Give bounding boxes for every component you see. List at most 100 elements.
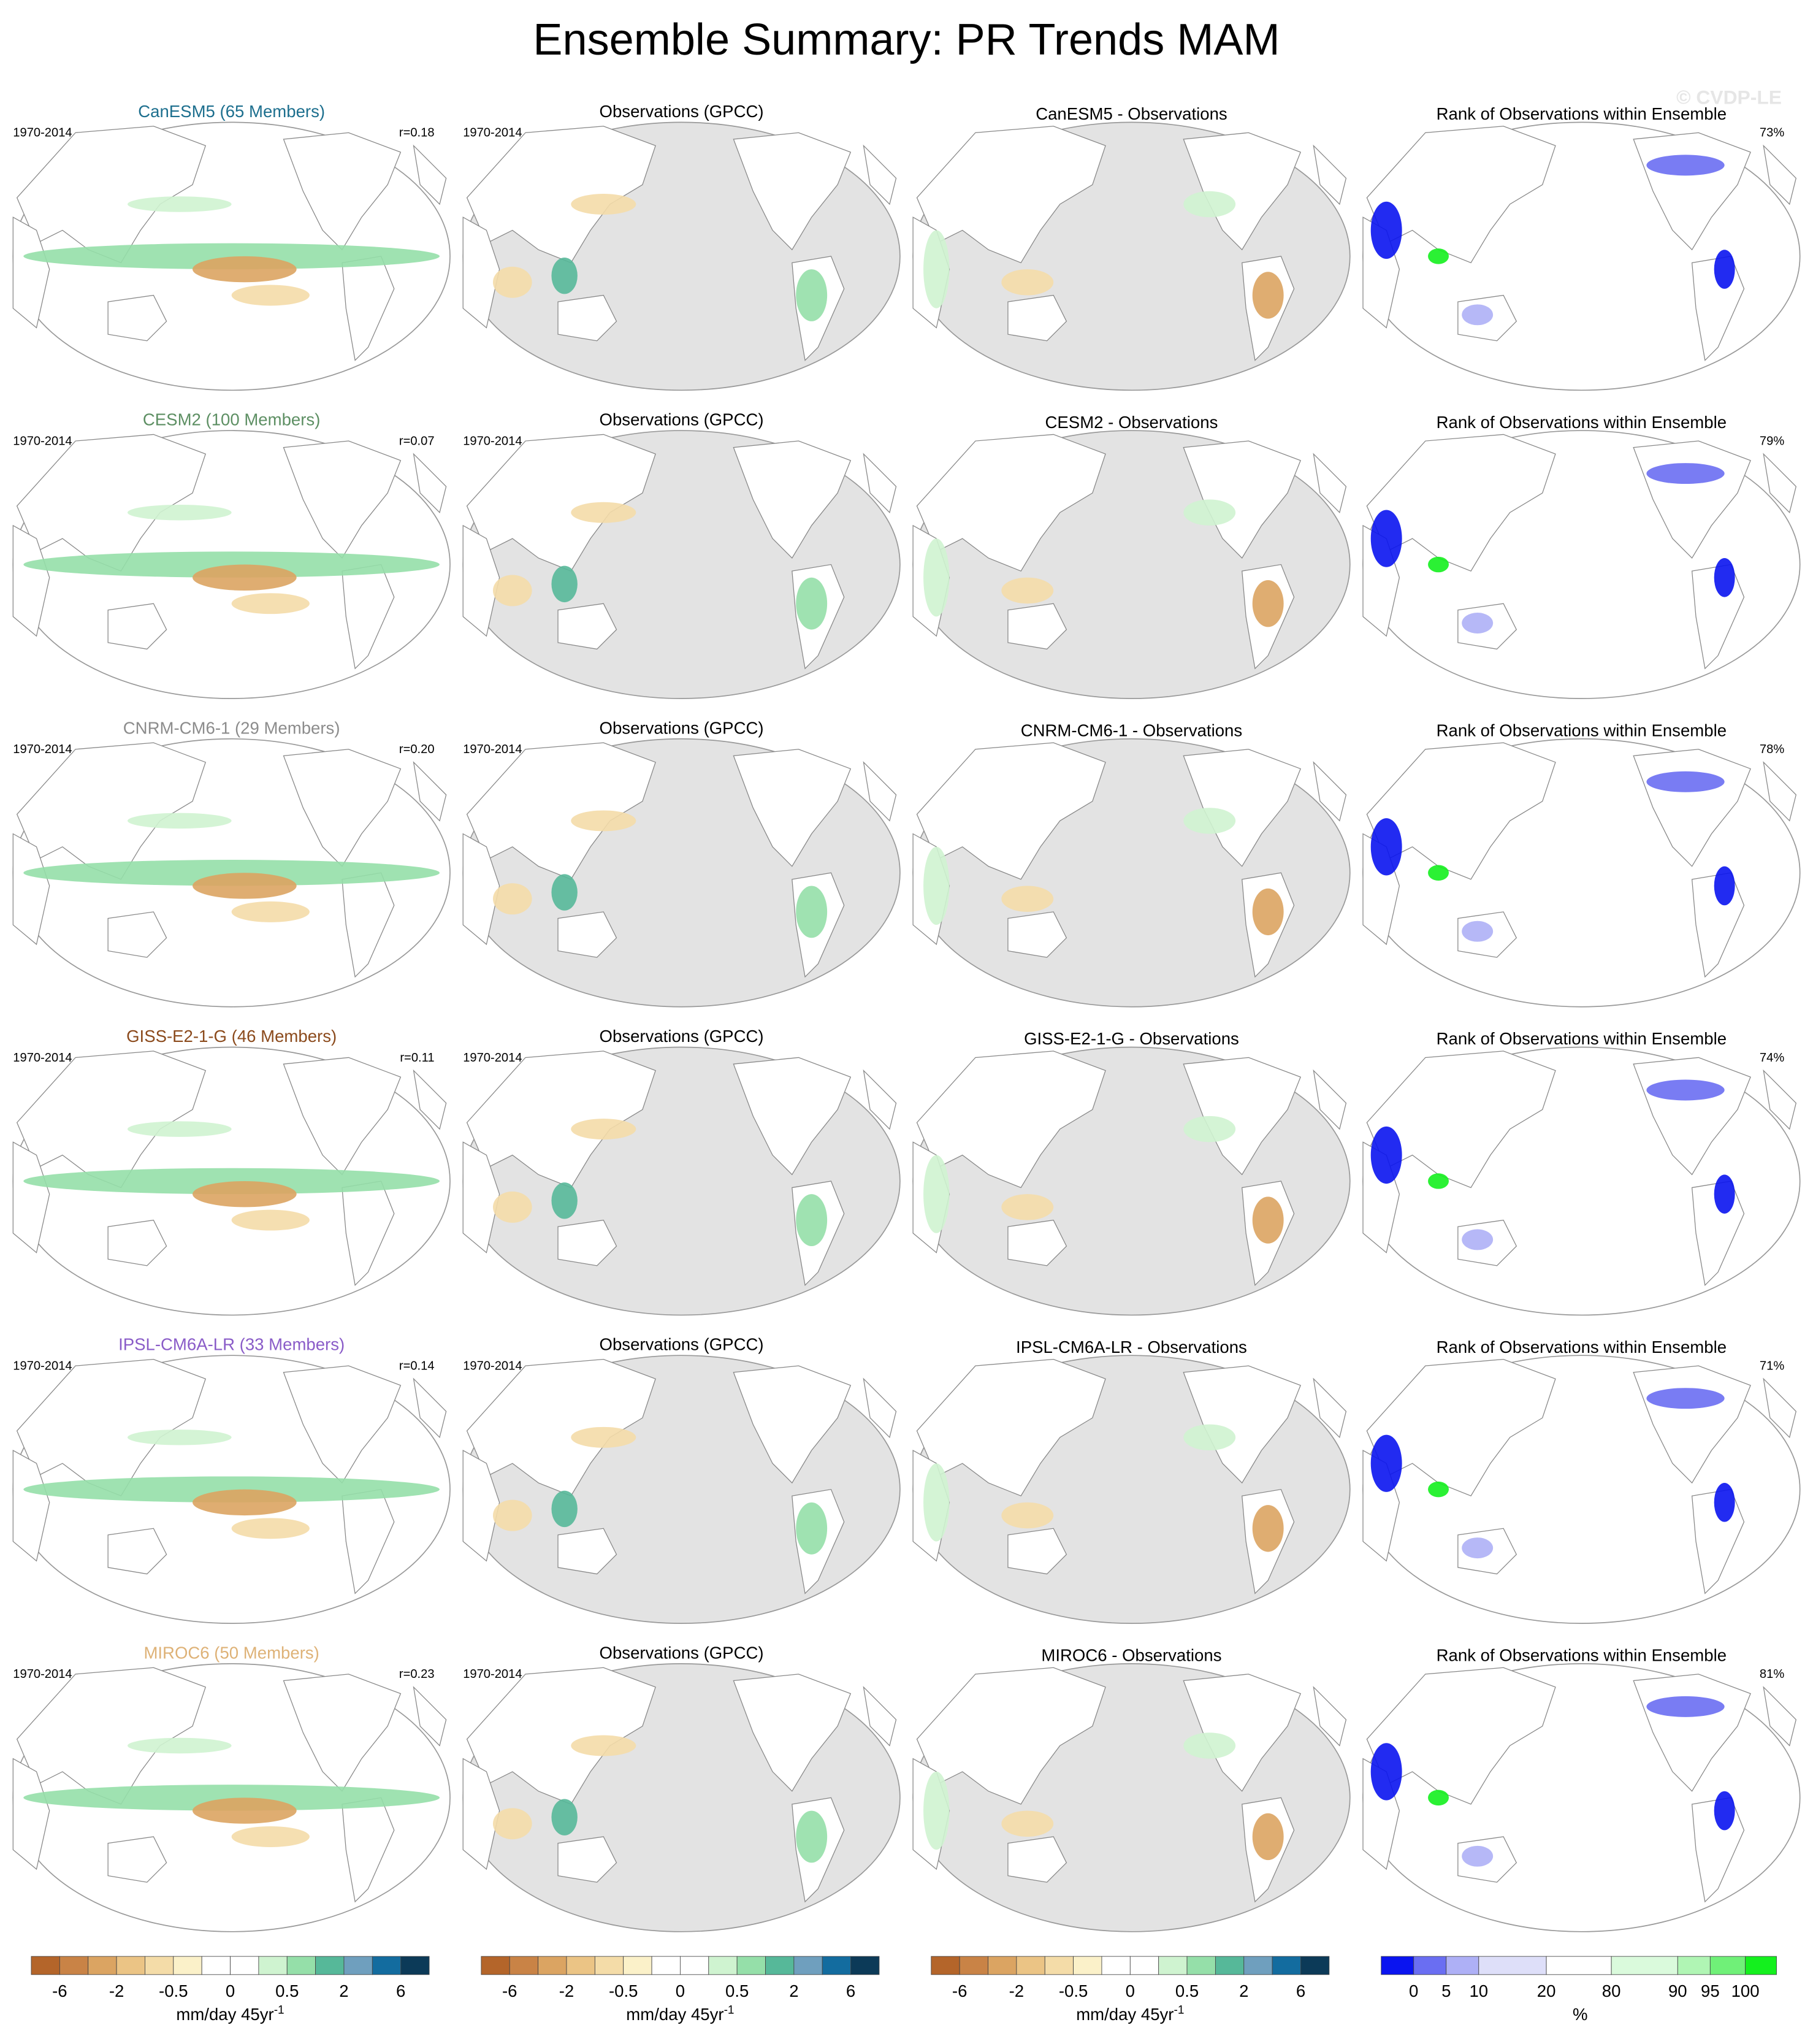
continent (107, 603, 167, 650)
obs-title: Observations (GPCC) (600, 102, 764, 121)
continent (1007, 603, 1067, 650)
colorbar-unit-text: mm/day 45yr (176, 2005, 273, 2024)
continent (462, 1758, 500, 1870)
shading-region (1252, 888, 1284, 936)
model-title: CanESM5 (65 Members) (138, 102, 325, 121)
continent (1313, 761, 1347, 822)
shading-region (492, 883, 532, 915)
shading-region (551, 1182, 578, 1219)
colorbar-unit: mm/day 45yr-1 (176, 2004, 284, 2024)
continent (1366, 1358, 1556, 1497)
colorbar-box (708, 1956, 738, 1975)
continent (283, 1365, 402, 1484)
shading-region (571, 502, 636, 523)
map (462, 1663, 901, 1932)
shading-region (193, 564, 297, 591)
continent (1763, 1069, 1797, 1130)
colorbar-box (1446, 1956, 1479, 1975)
colorbar-box (1272, 1956, 1301, 1975)
continent (863, 1377, 897, 1439)
obs-title: Observations (GPCC) (600, 410, 764, 429)
colorbar-unit-sup: -1 (1174, 2004, 1184, 2016)
shading-region (1001, 1502, 1054, 1529)
continent (557, 603, 617, 650)
colorbar-box (1016, 1956, 1045, 1975)
colorbar-box (258, 1956, 288, 1975)
rank-percent: 78% (1760, 743, 1784, 756)
continent (916, 1667, 1106, 1805)
colorbar-box (481, 1956, 510, 1975)
continent (1313, 1069, 1347, 1130)
shading-region (1183, 808, 1236, 834)
continent (1313, 1686, 1347, 1747)
colorbar-box (566, 1956, 595, 1975)
continent (413, 1069, 447, 1130)
map (1362, 738, 1801, 1008)
obs-title: Observations (GPCC) (600, 1643, 764, 1662)
shading-region (23, 1476, 440, 1502)
continent (733, 440, 852, 559)
continent (462, 833, 500, 946)
colorbar-label: 10 (1469, 1981, 1488, 2000)
period: 1970-2014 (13, 1667, 72, 1681)
shading-region (1001, 1810, 1054, 1837)
colorbar-box (1073, 1956, 1102, 1975)
shading-region (1370, 1126, 1402, 1184)
continent (462, 1449, 500, 1562)
obs-title: Observations (GPCC) (600, 1335, 764, 1354)
colorbar-box (1300, 1956, 1330, 1975)
pattern-correlation: r=0.18 (399, 126, 435, 140)
map (1362, 430, 1801, 699)
shading-region (1428, 248, 1449, 264)
colorbar-box (1215, 1956, 1245, 1975)
rank-title: Rank of Observations within Ensemble (1437, 1646, 1727, 1665)
continent (283, 132, 402, 251)
shading-region (127, 1121, 232, 1137)
continent (466, 126, 656, 264)
continent (413, 453, 447, 513)
colorbar-label: 0 (1126, 1981, 1135, 2000)
continent (916, 742, 1106, 880)
map (462, 1355, 901, 1624)
shading-region (127, 504, 232, 521)
continent (16, 1358, 207, 1497)
shading-region (193, 1797, 297, 1824)
continent (557, 1219, 617, 1266)
shading-region (923, 230, 950, 308)
figure-title: Ensemble Summary: PR Trends MAM (533, 15, 1280, 64)
shading-region (23, 1785, 440, 1811)
continent (107, 1219, 167, 1266)
shading-region (127, 196, 232, 212)
map (462, 1046, 901, 1316)
map (912, 1355, 1351, 1624)
diff-title: GISS-E2-1-G - Observations (1024, 1029, 1239, 1048)
continent (916, 126, 1106, 264)
shading-region (1183, 1116, 1236, 1143)
continent (557, 294, 617, 342)
colorbar-label: 0 (226, 1981, 235, 2000)
continent (12, 524, 50, 637)
shading-region (796, 1194, 828, 1247)
diff-title: CNRM-CM6-1 - Observations (1021, 721, 1242, 740)
rank-title: Rank of Observations within Ensemble (1437, 1029, 1727, 1048)
pattern-correlation: r=0.23 (399, 1667, 435, 1681)
shading-region (231, 1826, 310, 1847)
map (12, 738, 451, 1008)
shading-region (1428, 865, 1449, 881)
continent (16, 1051, 207, 1189)
colorbar-box (1677, 1956, 1711, 1975)
shading-region (1714, 1483, 1735, 1522)
period: 1970-2014 (463, 1360, 522, 1373)
continent (462, 1141, 500, 1254)
colorbar-box (623, 1956, 652, 1975)
shading-region (796, 577, 828, 630)
colorbar-box (372, 1956, 402, 1975)
shading-region (193, 256, 297, 283)
colorbar-box (1381, 1956, 1414, 1975)
continent (863, 144, 897, 205)
model-title: IPSL-CM6A-LR (33 Members) (118, 1335, 345, 1354)
continent (342, 564, 395, 670)
continent (283, 749, 402, 867)
colorbar-unit-text: mm/day 45yr (626, 2005, 723, 2024)
